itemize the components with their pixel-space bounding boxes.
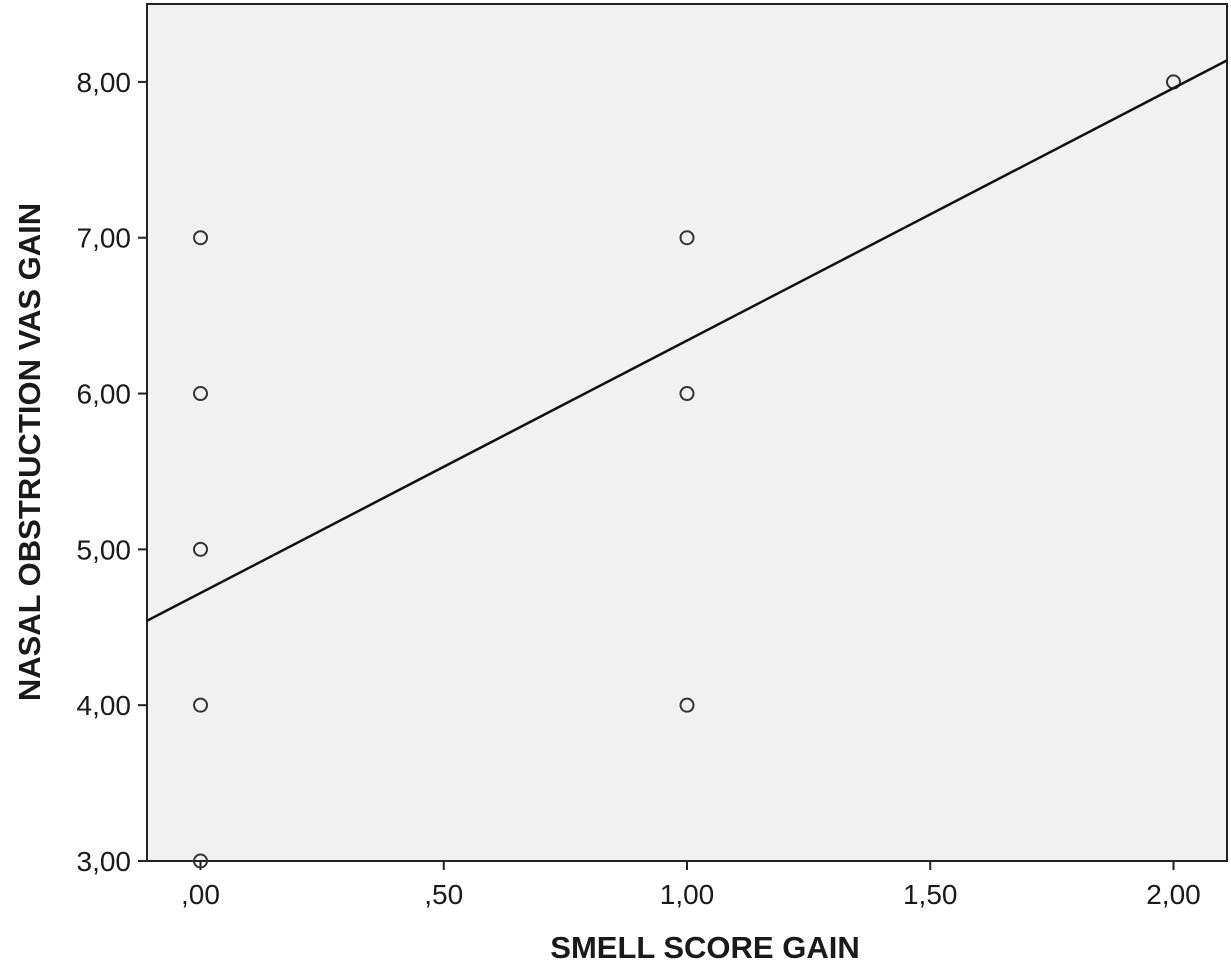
data-point xyxy=(193,386,209,402)
x-axis-ticks: ,00 ,50 1,00 1,50 2,00 xyxy=(181,861,1201,910)
x-tick-label: ,00 xyxy=(181,879,220,910)
data-point xyxy=(193,230,209,246)
x-tick-label: 1,50 xyxy=(903,879,958,910)
fit-line-group xyxy=(146,59,1228,622)
y-tick-label: 7,00 xyxy=(77,223,132,254)
data-point xyxy=(679,386,695,402)
y-tick-label: 5,00 xyxy=(77,534,132,565)
data-point xyxy=(679,230,695,246)
y-tick-label: 8,00 xyxy=(77,67,132,98)
x-tick-label: 2,00 xyxy=(1146,879,1201,910)
plot-area xyxy=(146,3,1228,862)
data-point xyxy=(193,541,209,557)
x-axis-title: SMELL SCORE GAIN xyxy=(550,930,859,965)
y-tick-label: 4,00 xyxy=(77,690,132,721)
data-point xyxy=(193,697,209,713)
fit-line xyxy=(146,59,1228,622)
y-axis-title: NASAL OBSTRUCTION VAS GAIN xyxy=(12,203,47,701)
y-axis-ticks: 3,00 4,00 5,00 6,00 7,00 8,00 xyxy=(77,67,147,877)
y-tick-label: 3,00 xyxy=(77,846,132,877)
x-tick-label: 1,00 xyxy=(660,879,715,910)
data-point xyxy=(679,697,695,713)
x-tick-label: ,50 xyxy=(424,879,463,910)
y-tick-label: 6,00 xyxy=(77,379,132,410)
data-point xyxy=(193,853,209,869)
